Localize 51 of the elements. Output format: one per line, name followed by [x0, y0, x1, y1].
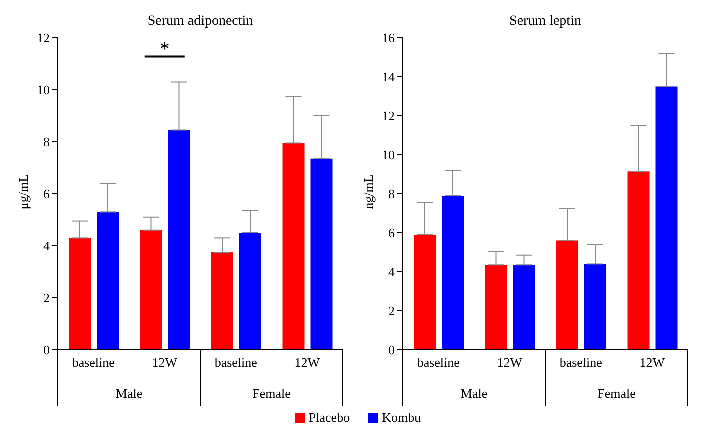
bar — [628, 172, 650, 350]
y-tick-label: 10 — [37, 82, 50, 98]
bar — [442, 196, 464, 350]
bar — [97, 212, 119, 350]
y-tick-label: 10 — [382, 148, 395, 163]
text: Female — [252, 386, 292, 401]
bar — [69, 238, 91, 350]
bar — [485, 265, 508, 350]
bar — [282, 143, 305, 350]
y-tick-label: 6 — [44, 186, 50, 202]
y-tick-label: 2 — [388, 304, 395, 319]
bar — [140, 230, 162, 350]
x-tick-label: 12W — [497, 355, 524, 370]
x-tick-label: baseline — [72, 355, 116, 370]
bar — [212, 252, 234, 350]
y-tick-label: 4 — [44, 238, 50, 254]
y-tick-label: 8 — [44, 134, 50, 150]
annotation: * — [160, 38, 170, 61]
x-tick-label: 12W — [640, 355, 666, 370]
y-tick-label: 0 — [44, 342, 50, 358]
y-tick-label: 16 — [382, 30, 396, 46]
x-tick-label: 12W — [294, 355, 321, 370]
bar — [556, 240, 578, 350]
x-tick-label: baseline — [560, 355, 603, 370]
text: Male — [116, 386, 143, 401]
text: Female — [598, 386, 636, 401]
legend-label: Kombu — [381, 410, 422, 426]
y-axis-title: μg/mL — [16, 173, 32, 212]
bar — [240, 233, 262, 350]
x-tick-label: 12W — [152, 355, 178, 370]
bar — [310, 158, 333, 350]
y-tick-label: 8 — [388, 186, 395, 202]
y-tick-label: 6 — [388, 226, 396, 241]
bar — [414, 234, 436, 350]
bar — [656, 86, 678, 350]
legend-label: Placebo — [308, 410, 350, 426]
y-tick-label: 14 — [382, 70, 396, 85]
chart-title: Serum leptin — [508, 14, 582, 30]
y-tick-label: 2 — [44, 290, 50, 306]
bar — [584, 264, 606, 350]
y-axis-title: ng/mL — [361, 174, 377, 212]
bar — [513, 265, 536, 350]
x-tick-label: baseline — [214, 355, 258, 370]
chart-title: Serum adiponectin — [146, 14, 254, 30]
x-tick-label: baseline — [417, 355, 460, 370]
y-tick-label: 0 — [388, 342, 395, 358]
text: Male — [460, 386, 488, 401]
y-tick-label: 12 — [37, 30, 50, 46]
y-tick-label: 4 — [388, 264, 396, 280]
bar — [168, 130, 190, 350]
y-tick-label: 12 — [382, 108, 395, 124]
